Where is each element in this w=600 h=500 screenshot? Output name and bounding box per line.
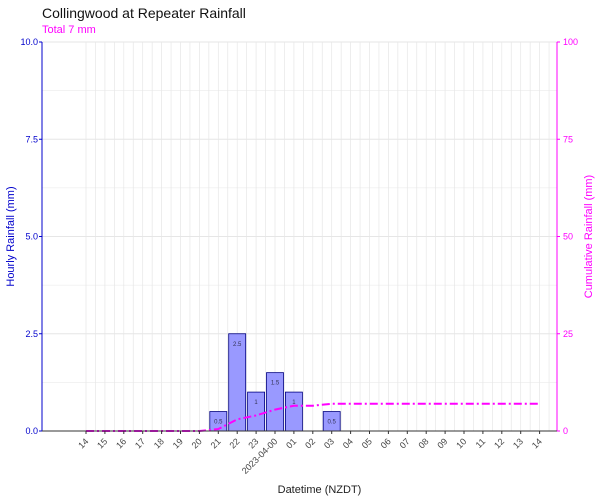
chart-title: Collingwood at Repeater Rainfall (42, 5, 246, 21)
left-tick-label: 2.5 (25, 329, 38, 339)
x-tick-label: 01 (284, 436, 298, 450)
x-tick-label: 23 (246, 436, 260, 450)
x-tick-label: 08 (416, 436, 430, 450)
x-tick-label: 13 (511, 436, 525, 450)
x-tick-label: 19 (171, 436, 185, 450)
right-tick-label: 25 (563, 329, 573, 339)
x-tick-label: 15 (95, 436, 109, 450)
x-tick-label: 09 (435, 436, 449, 450)
rainfall-bar (247, 391, 266, 432)
x-axis-title: Datetime (NZDT) (278, 484, 362, 496)
x-tick-label: 22 (227, 436, 241, 450)
x-tick-label: 16 (114, 436, 128, 450)
bar-value-label: 1 (292, 400, 296, 406)
bar-value-label: 0.5 (214, 420, 223, 426)
grid (42, 41, 557, 432)
right-tick-label: 75 (563, 134, 573, 144)
x-tick-label: 21 (209, 436, 223, 450)
bar-value-label: 1.5 (271, 381, 280, 387)
x-tick-label: 17 (133, 436, 147, 450)
left-tick-label: 5.0 (25, 232, 38, 242)
left-tick-label: 10.0 (20, 37, 38, 47)
x-tick-label: 2023-04-00 (240, 436, 280, 476)
right-tick-label: 100 (563, 37, 578, 47)
x-tick-label: 14 (76, 436, 90, 450)
x-tick-label: 03 (322, 436, 336, 450)
x-tick-label: 07 (398, 436, 412, 450)
x-tick-label: 10 (454, 436, 468, 450)
x-tick-label: 06 (379, 436, 393, 450)
x-tick-label: 18 (152, 436, 166, 450)
x-tick-label: 05 (360, 436, 374, 450)
bar-value-label: 0.5 (328, 420, 337, 426)
x-tick-label: 12 (492, 436, 506, 450)
right-tick-label: 0 (563, 426, 568, 436)
chart-subtitle: Total 7 mm (42, 24, 96, 36)
left-axis-title: Hourly Rainfall (mm) (5, 186, 17, 286)
right-tick-label: 50 (563, 232, 573, 242)
rainfall-bar (228, 333, 247, 432)
x-tick-label: 04 (341, 436, 355, 450)
x-tick-label: 11 (474, 436, 488, 450)
x-tick-label: 02 (303, 436, 317, 450)
x-tick-label: 14 (530, 436, 544, 450)
left-tick-label: 7.5 (25, 134, 38, 144)
left-tick-label: 0.0 (25, 426, 38, 436)
bar-value-label: 1 (254, 400, 258, 406)
x-tick-label: 20 (190, 436, 204, 450)
rainfall-bar (284, 391, 303, 432)
right-axis-title: Cumulative Rainfall (mm) (583, 175, 595, 298)
bar-value-label: 2.5 (233, 342, 242, 348)
